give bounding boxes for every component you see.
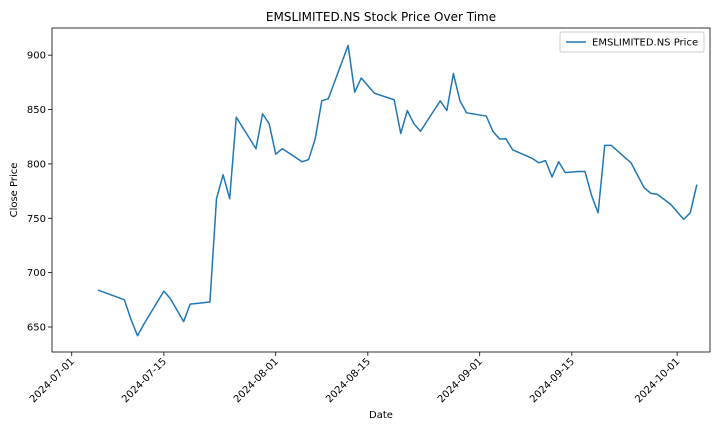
x-tick-label: 2024-08-01 — [232, 356, 281, 405]
x-tick-label: 2024-07-15 — [120, 356, 169, 405]
x-tick-label: 2024-09-15 — [528, 356, 577, 405]
x-tick-label: 2024-09-01 — [436, 356, 485, 405]
legend-box — [559, 31, 705, 53]
series-lines — [97, 44, 698, 337]
y-tick-label: 650 — [27, 322, 46, 333]
y-tick-label: 700 — [27, 268, 46, 279]
y-tick-label: 900 — [27, 51, 46, 62]
y-tick-label: 850 — [27, 105, 46, 116]
x-tick-label: 2024-07-01 — [28, 356, 77, 405]
legend-entry: EMSLIMITED.NS Price — [592, 38, 698, 49]
x-tick-label: 2024-10-01 — [633, 356, 682, 405]
x-axis-label: Date — [369, 410, 393, 421]
legend: EMSLIMITED.NS Price — [559, 31, 705, 53]
chart-title: EMSLIMITED.NS Stock Price Over Time — [266, 10, 496, 24]
y-axis-label: Close Price — [9, 163, 20, 218]
y-tick-label: 750 — [27, 214, 46, 225]
y-tick-label: 800 — [27, 159, 46, 170]
series-line — [97, 44, 698, 337]
x-tick-label: 2024-08-15 — [324, 356, 373, 405]
plot-frame — [51, 27, 711, 353]
